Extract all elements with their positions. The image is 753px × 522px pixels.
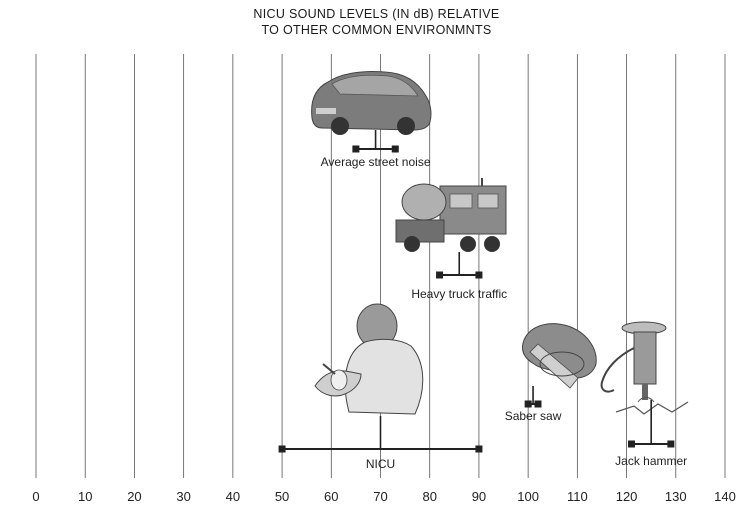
x-tick-label: 70 <box>373 489 387 504</box>
x-tick-label: 90 <box>472 489 486 504</box>
range-endpoint <box>475 271 483 279</box>
jack-hammer-icon <box>600 321 689 415</box>
range-marker: Heavy truck traffic <box>411 252 507 301</box>
range-endpoint <box>534 400 542 408</box>
tick-labels: 0 10 20 30 40 50 60 70 80 90 100 110 120 130 140 <box>32 489 735 504</box>
x-tick-label: 140 <box>714 489 736 504</box>
x-tick-label: 10 <box>78 489 92 504</box>
range-marker: Average street noise <box>321 130 431 169</box>
x-tick-label: 40 <box>226 489 240 504</box>
range-endpoint <box>627 440 635 448</box>
chart-title: NICU SOUND LEVELS (IN dB) RELATIVE TO OT… <box>0 6 753 38</box>
x-tick-label: 30 <box>176 489 190 504</box>
range-markers: Average street noise Heavy truck traffic N… <box>278 130 687 471</box>
range-endpoint <box>475 445 483 453</box>
range-label: Saber saw <box>505 409 562 423</box>
nurse-with-baby-icon <box>314 303 424 415</box>
range-marker: Saber saw <box>505 386 562 423</box>
range-marker: Jack hammer <box>615 400 687 468</box>
saber-saw-icon <box>521 323 597 389</box>
range-label: NICU <box>366 457 395 471</box>
x-tick-label: 110 <box>567 489 588 504</box>
x-tick-label: 120 <box>616 489 638 504</box>
range-label: Average street noise <box>321 155 431 169</box>
range-endpoint <box>278 445 286 453</box>
chart-title-line-2: TO OTHER COMMON ENVIRONMNTS <box>261 23 492 37</box>
range-endpoint <box>667 440 675 448</box>
x-tick-label: 60 <box>324 489 338 504</box>
range-label: Jack hammer <box>615 454 687 468</box>
car-icon <box>311 71 432 135</box>
truck-icon <box>395 178 507 252</box>
x-tick-label: 50 <box>275 489 289 504</box>
range-endpoint <box>391 145 399 153</box>
range-label: Heavy truck traffic <box>411 287 507 301</box>
x-tick-label: 130 <box>665 489 687 504</box>
x-tick-label: 100 <box>517 489 539 504</box>
range-endpoint <box>352 145 360 153</box>
range-endpoint <box>524 400 532 408</box>
range-endpoint <box>436 271 444 279</box>
x-tick-label: 0 <box>32 489 39 504</box>
x-tick-label: 80 <box>422 489 436 504</box>
x-tick-label: 20 <box>127 489 141 504</box>
chart-title-line-1: NICU SOUND LEVELS (IN dB) RELATIVE <box>253 7 500 21</box>
range-marker: NICU <box>278 416 483 471</box>
